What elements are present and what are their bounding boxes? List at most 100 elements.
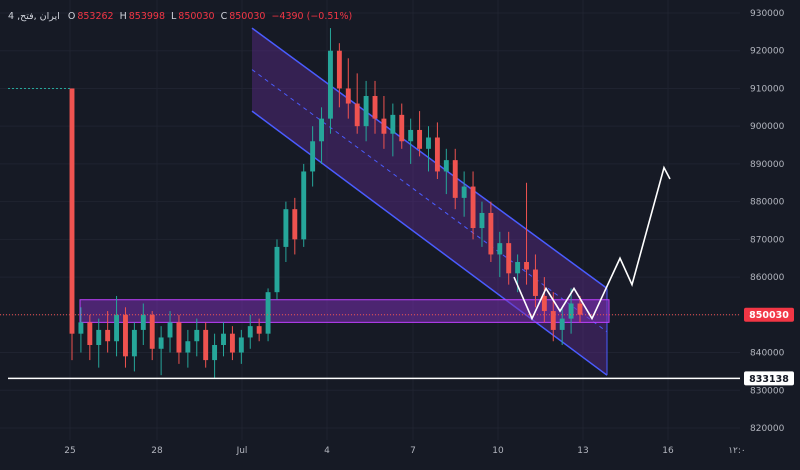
candle-body <box>488 212 494 255</box>
close-value: 850030 <box>229 11 266 22</box>
high-key: H <box>119 11 127 22</box>
time-tick-label: 28 <box>151 446 163 456</box>
open-key: O <box>67 11 76 22</box>
candle-body <box>87 322 93 345</box>
candle-body <box>336 50 342 89</box>
time-tick-label: 13 <box>577 446 588 456</box>
candle-body <box>550 311 556 330</box>
candle-body <box>158 337 164 349</box>
candle-body <box>265 292 271 334</box>
change-value: −4390 (−0.51%) <box>271 11 353 22</box>
candle-body <box>256 326 262 334</box>
support-price-tag-text: 833138 <box>749 374 789 385</box>
candle-body <box>131 329 137 357</box>
candle-body <box>541 295 547 312</box>
price-tick-label: 870000 <box>750 235 785 245</box>
candle-body <box>354 103 360 127</box>
candle-body <box>497 243 503 255</box>
support-price-tag: 833138 <box>744 371 794 386</box>
projection-path <box>513 165 671 321</box>
candle-body <box>274 246 280 293</box>
candle-body <box>238 337 244 353</box>
time-tick-label: 16 <box>662 446 674 456</box>
price-tick-label: 890000 <box>750 160 785 170</box>
ohlc-header: 4 ,ایران ,فتح O 853262 H 853998 L 850030… <box>8 11 356 27</box>
candle-body <box>417 129 423 149</box>
candle-body <box>532 269 538 296</box>
candle-body <box>399 114 405 142</box>
support-price-tag-bg <box>744 371 794 386</box>
candle-body <box>310 141 316 172</box>
symbol-label[interactable]: 4 ,ایران ,فتح <box>8 11 60 22</box>
time-tick-label: 10 <box>492 446 504 456</box>
candle-body <box>176 322 182 353</box>
low-value: 850030 <box>178 11 215 22</box>
demand-zone <box>79 299 610 323</box>
candle-body <box>105 329 111 342</box>
close-key: C <box>220 11 228 22</box>
candle-body <box>78 322 84 334</box>
low-key: L <box>171 11 177 22</box>
candle-body <box>69 88 75 334</box>
time-tick-label: Jul <box>236 446 248 456</box>
candles <box>69 28 583 379</box>
annotation-lines <box>0 87 740 380</box>
candle-body <box>515 262 521 274</box>
candle-body <box>443 160 449 172</box>
candle-body <box>524 262 529 270</box>
axes: 930000 920000 910000 900000 890000 880000 8700… <box>64 9 794 456</box>
candle-body <box>506 243 512 274</box>
demand-zone-rect <box>79 299 610 323</box>
candle-body <box>345 88 351 104</box>
candle-body <box>461 186 467 198</box>
time-tick-label: 4 <box>324 446 330 456</box>
candle-body <box>577 303 583 315</box>
candle-body <box>283 209 289 247</box>
price-tick-label: 910000 <box>750 84 785 94</box>
candle-body <box>292 209 298 240</box>
candle-body <box>479 212 485 229</box>
candle-body <box>319 118 324 142</box>
price-tick-label: 900000 <box>750 122 785 132</box>
time-tick-label: 25 <box>64 446 75 456</box>
candle-body <box>328 50 333 119</box>
candle-body <box>426 137 431 149</box>
last-price-tag-bg <box>744 307 794 322</box>
candle-body <box>212 345 218 361</box>
candle-body <box>470 186 476 229</box>
channel-mid-line <box>251 69 608 333</box>
candle-body <box>363 96 369 127</box>
candle-body <box>194 329 200 342</box>
time-tick-label: ۱۲:۰ <box>728 446 746 456</box>
candle-body <box>114 314 120 342</box>
price-tick-label: 840000 <box>750 349 785 359</box>
candle-body <box>221 333 226 345</box>
price-tick-label: 920000 <box>750 47 785 57</box>
candle-body <box>149 314 155 349</box>
candle-body <box>96 329 102 345</box>
time-tick-label: 7 <box>410 446 416 456</box>
candle-body <box>559 318 565 330</box>
high-value: 853998 <box>128 11 165 22</box>
open-value: 853262 <box>77 11 114 22</box>
candle-body <box>434 137 440 172</box>
candle-body <box>381 118 387 134</box>
channel-upper-line <box>251 27 608 290</box>
price-tick-label: 830000 <box>750 386 785 396</box>
candle-body <box>123 314 128 357</box>
candle-body <box>229 333 235 353</box>
candle-body <box>247 326 253 338</box>
candle-body <box>408 129 414 142</box>
candle-body <box>372 96 378 119</box>
price-tick-label: 880000 <box>750 198 785 208</box>
candle-body <box>452 160 458 198</box>
candle-body <box>185 341 191 353</box>
last-price-tag-text: 850030 <box>749 310 789 321</box>
candle-body <box>390 114 396 134</box>
price-tick-label: 930000 <box>750 9 785 19</box>
price-tick-label: 860000 <box>750 273 785 283</box>
candle-body <box>568 303 574 319</box>
